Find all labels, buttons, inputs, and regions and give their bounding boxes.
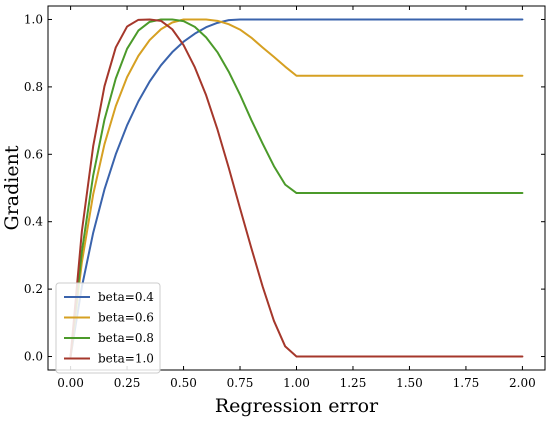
legend-label: beta=1.0 xyxy=(98,352,154,366)
x-tick-label: 0.25 xyxy=(114,376,141,390)
legend-box xyxy=(55,282,161,374)
legend: beta=0.4 beta=0.6 beta=0.8 beta=1.0 xyxy=(55,282,161,374)
x-tick-label: 1.50 xyxy=(396,376,423,390)
x-tick-label: 1.25 xyxy=(340,376,367,390)
x-tick-label: 2.00 xyxy=(509,376,536,390)
y-axis-label: Gradient xyxy=(1,145,23,230)
series-line-2 xyxy=(69,18,524,358)
x-tick-label: 0.00 xyxy=(57,376,84,390)
series-line-4 xyxy=(69,18,524,358)
legend-label: beta=0.4 xyxy=(98,290,154,304)
y-tick-label: 0.0 xyxy=(24,350,43,364)
y-tick-label: 0.8 xyxy=(24,80,43,94)
axes-layer: 0.00 0.25 0.50 0.75 1.00 1.25 1.50 1.75 2.00 0.0 0… xyxy=(1,5,546,417)
x-tick-label: 1.75 xyxy=(453,376,480,390)
x-axis-label: Regression error xyxy=(215,395,379,417)
legend-label: beta=0.6 xyxy=(98,311,154,325)
x-tick-label: 0.50 xyxy=(170,376,197,390)
series-line-1 xyxy=(69,18,524,358)
legend-label: beta=0.8 xyxy=(98,331,154,345)
y-tick-label: 0.2 xyxy=(24,282,43,296)
y-tick-label: 1.0 xyxy=(24,12,43,26)
series-line-3 xyxy=(69,18,524,358)
y-tick-label: 0.6 xyxy=(24,147,43,161)
x-tick-label: 1.00 xyxy=(283,376,310,390)
x-tick-label: 0.75 xyxy=(227,376,254,390)
series-layer xyxy=(69,18,524,358)
y-tick-label: 0.4 xyxy=(24,215,43,229)
